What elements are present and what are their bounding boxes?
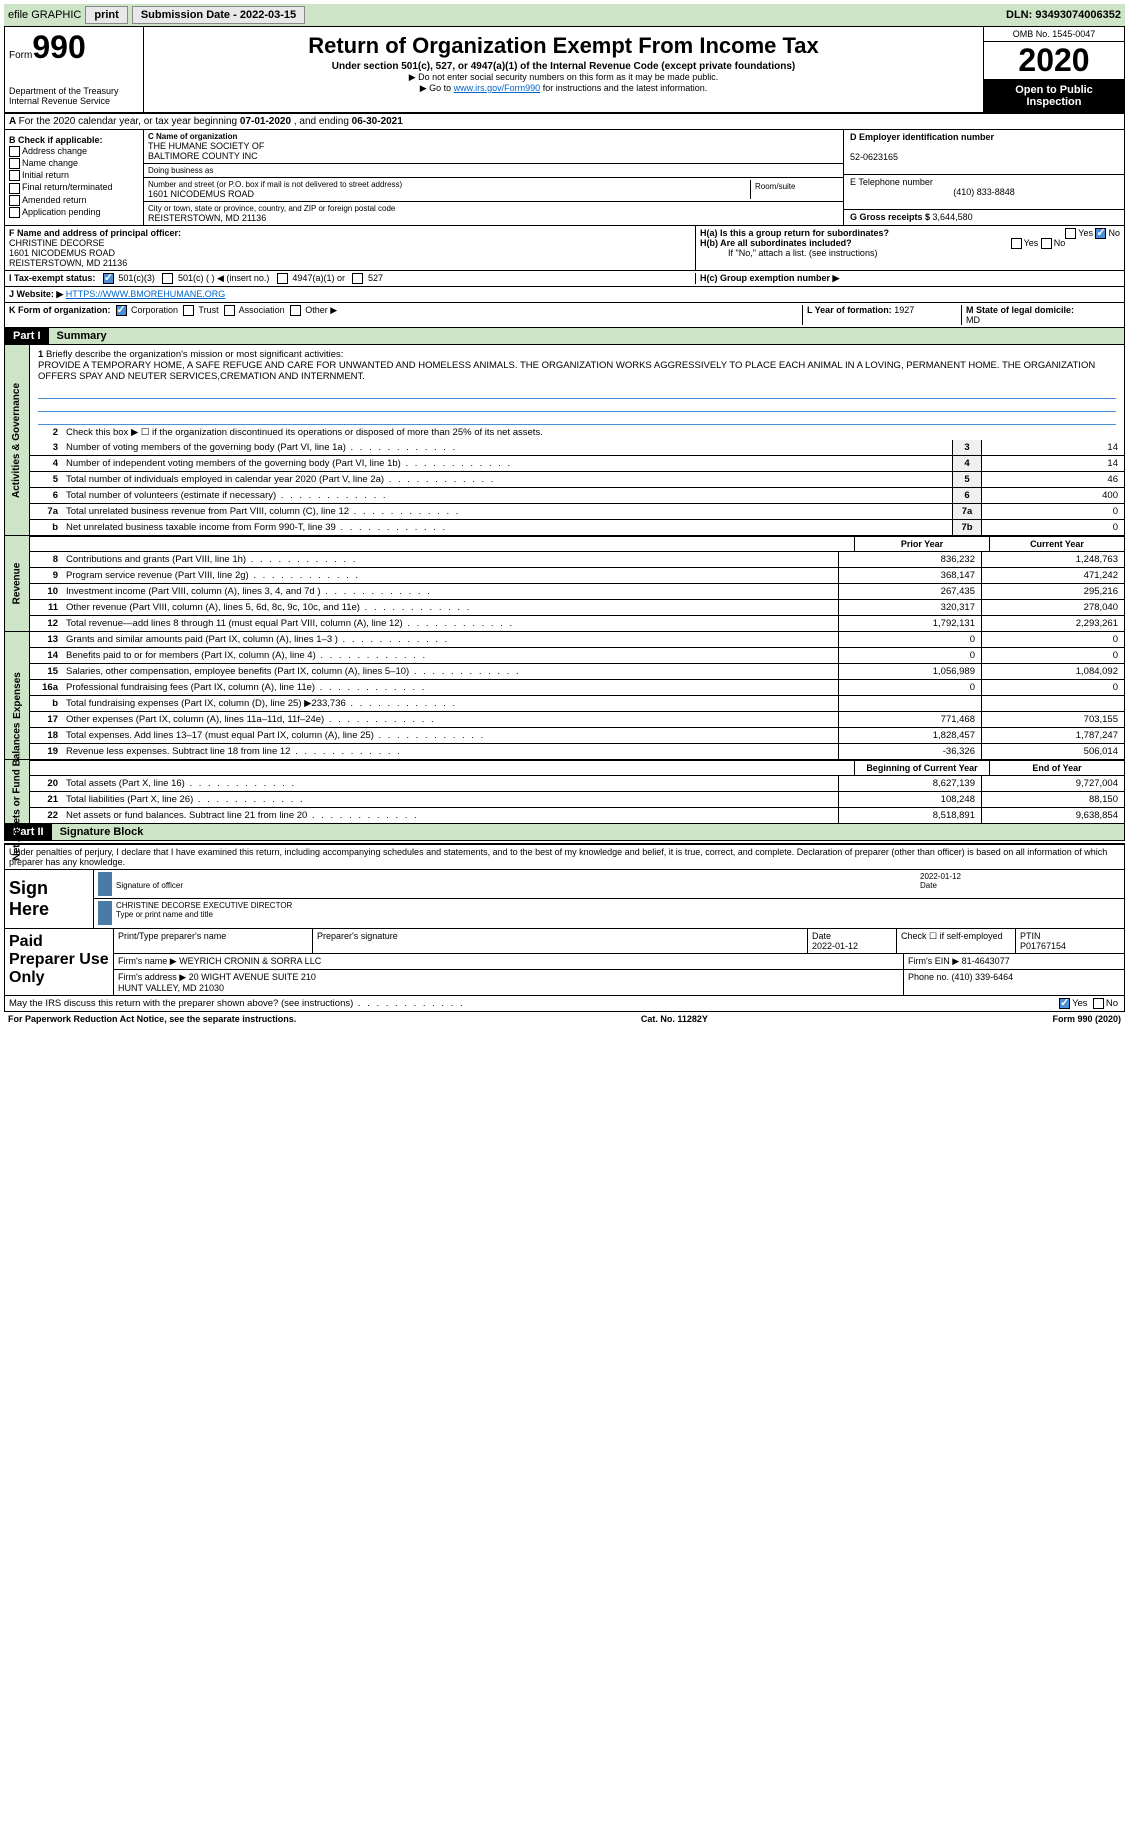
part1-governance: Activities & Governance 1 Briefly descri… — [4, 345, 1125, 536]
box-b: B Check if applicable: Address change Na… — [5, 130, 144, 225]
chk-address[interactable] — [9, 146, 20, 157]
page-footer: For Paperwork Reduction Act Notice, see … — [4, 1012, 1125, 1026]
mission-text: PROVIDE A TEMPORARY HOME, A SAFE REFUGE … — [38, 360, 1095, 382]
note-link: ▶ Go to www.irs.gov/Form990 for instruct… — [148, 83, 979, 94]
print-button[interactable]: print — [85, 6, 127, 24]
city: REISTERSTOWN, MD 21136 — [148, 213, 839, 223]
form-number: Form990 — [9, 29, 139, 66]
chk-pending[interactable] — [9, 207, 20, 218]
line-14: 14Benefits paid to or for members (Part … — [30, 648, 1124, 664]
part1-expenses: Expenses 13Grants and similar amounts pa… — [4, 632, 1125, 760]
line-11: 11Other revenue (Part VIII, column (A), … — [30, 600, 1124, 616]
part1-netassets: Net Assets or Fund Balances Beginning of… — [4, 760, 1125, 824]
box-c: C Name of organization THE HUMANE SOCIET… — [144, 130, 843, 225]
gross-receipts: 3,644,580 — [933, 212, 973, 222]
row-a-tax-year: A For the 2020 calendar year, or tax yea… — [4, 114, 1125, 130]
chk-corp[interactable] — [116, 305, 127, 316]
arrow-icon — [98, 901, 112, 925]
line-20: 20Total assets (Part X, line 16) 8,627,1… — [30, 776, 1124, 792]
line-5: 5Total number of individuals employed in… — [30, 472, 1124, 488]
chk-amended[interactable] — [9, 195, 20, 206]
row-i: I Tax-exempt status: 501(c)(3) 501(c) ( … — [4, 271, 1125, 287]
chk-hb-no[interactable] — [1041, 238, 1052, 249]
part1-header: Part I Summary — [4, 328, 1125, 345]
chk-4947[interactable] — [277, 273, 288, 284]
row-fh: F Name and address of principal officer:… — [4, 226, 1125, 271]
row-k: K Form of organization: Corporation Trus… — [4, 303, 1125, 328]
line-13: 13Grants and similar amounts paid (Part … — [30, 632, 1124, 648]
line-b: bNet unrelated business taxable income f… — [30, 520, 1124, 535]
firm-name: WEYRICH CRONIN & SORRA LLC — [179, 956, 321, 966]
line-22: 22Net assets or fund balances. Subtract … — [30, 808, 1124, 823]
topbar: efile GRAPHIC print Submission Date - 20… — [4, 4, 1125, 26]
ptin: P01767154 — [1020, 941, 1066, 951]
part2-header: Part II Signature Block — [4, 824, 1125, 841]
line-12: 12Total revenue—add lines 8 through 11 (… — [30, 616, 1124, 631]
chk-ha-yes[interactable] — [1065, 228, 1076, 239]
line-10: 10Investment income (Part VIII, column (… — [30, 584, 1124, 600]
chk-501c[interactable] — [162, 273, 173, 284]
officer-sig-name: CHRISTINE DECORSE EXECUTIVE DIRECTOR — [116, 901, 292, 910]
irs-link[interactable]: www.irs.gov/Form990 — [454, 83, 541, 93]
efile-label: efile GRAPHIC — [8, 9, 81, 21]
dept-label: Department of the Treasury Internal Reve… — [9, 86, 139, 106]
note-ssn: ▶ Do not enter social security numbers o… — [148, 72, 979, 83]
chk-trust[interactable] — [183, 305, 194, 316]
chk-initial[interactable] — [9, 170, 20, 181]
sig-date: 2022-01-12 — [920, 872, 961, 881]
submission-date: Submission Date - 2022-03-15 — [132, 6, 305, 24]
chk-ha-no[interactable] — [1095, 228, 1106, 239]
form-header: Form990 Department of the Treasury Inter… — [4, 26, 1125, 114]
line-17: 17Other expenses (Part IX, column (A), l… — [30, 712, 1124, 728]
chk-discuss-no[interactable] — [1093, 998, 1104, 1009]
chk-501c3[interactable] — [103, 273, 114, 284]
line-9: 9Program service revenue (Part VIII, lin… — [30, 568, 1124, 584]
line-3: 3Number of voting members of the governi… — [30, 440, 1124, 456]
line-15: 15Salaries, other compensation, employee… — [30, 664, 1124, 680]
ein: 52-0623165 — [850, 152, 898, 162]
paid-preparer-label: Paid Preparer Use Only — [5, 929, 114, 995]
line-19: 19Revenue less expenses. Subtract line 1… — [30, 744, 1124, 759]
website-link[interactable]: HTTPS://WWW.BMOREHUMANE.ORG — [66, 289, 226, 300]
line-6: 6Total number of volunteers (estimate if… — [30, 488, 1124, 504]
tax-year: 2020 — [984, 42, 1124, 80]
chk-other[interactable] — [290, 305, 301, 316]
firm-ein: 81-4643077 — [962, 956, 1010, 966]
chk-discuss-yes[interactable] — [1059, 998, 1070, 1009]
form-title: Return of Organization Exempt From Incom… — [148, 33, 979, 59]
line-8: 8Contributions and grants (Part VIII, li… — [30, 552, 1124, 568]
room-suite: Room/suite — [751, 180, 839, 199]
omb-number: OMB No. 1545-0047 — [984, 27, 1124, 42]
firm-phone: (410) 339-6464 — [952, 972, 1014, 982]
section-identity: B Check if applicable: Address change Na… — [4, 130, 1125, 226]
chk-assoc[interactable] — [224, 305, 235, 316]
chk-527[interactable] — [352, 273, 363, 284]
line-4: 4Number of independent voting members of… — [30, 456, 1124, 472]
line-b: bTotal fundraising expenses (Part IX, co… — [30, 696, 1124, 712]
officer-name: CHRISTINE DECORSE — [9, 238, 105, 248]
prep-date: 2022-01-12 — [812, 941, 858, 951]
signature-block: Under penalties of perjury, I declare th… — [4, 843, 1125, 1012]
line-21: 21Total liabilities (Part X, line 26) 10… — [30, 792, 1124, 808]
org-name: THE HUMANE SOCIETY OF BALTIMORE COUNTY I… — [148, 141, 839, 161]
line-7a: 7aTotal unrelated business revenue from … — [30, 504, 1124, 520]
chk-name[interactable] — [9, 158, 20, 169]
chk-final[interactable] — [9, 183, 20, 194]
year-formed: 1927 — [894, 305, 914, 315]
open-public: Open to Public Inspection — [984, 80, 1124, 112]
chk-hb-yes[interactable] — [1011, 238, 1022, 249]
line-16a: 16aProfessional fundraising fees (Part I… — [30, 680, 1124, 696]
arrow-icon — [98, 872, 112, 896]
part1-revenue: Revenue Prior YearCurrent Year 8Contribu… — [4, 536, 1125, 632]
sign-here-label: Sign Here — [5, 870, 94, 928]
dln: DLN: 93493074006352 — [1006, 9, 1121, 21]
phone: (410) 833-8848 — [850, 187, 1118, 197]
domicile: MD — [966, 315, 980, 325]
box-de: D Employer identification number 52-0623… — [843, 130, 1124, 225]
line-18: 18Total expenses. Add lines 13–17 (must … — [30, 728, 1124, 744]
form-subtitle: Under section 501(c), 527, or 4947(a)(1)… — [148, 61, 979, 72]
street: 1601 NICODEMUS ROAD — [148, 189, 750, 199]
row-j: J Website: ▶ HTTPS://WWW.BMOREHUMANE.ORG — [4, 287, 1125, 303]
